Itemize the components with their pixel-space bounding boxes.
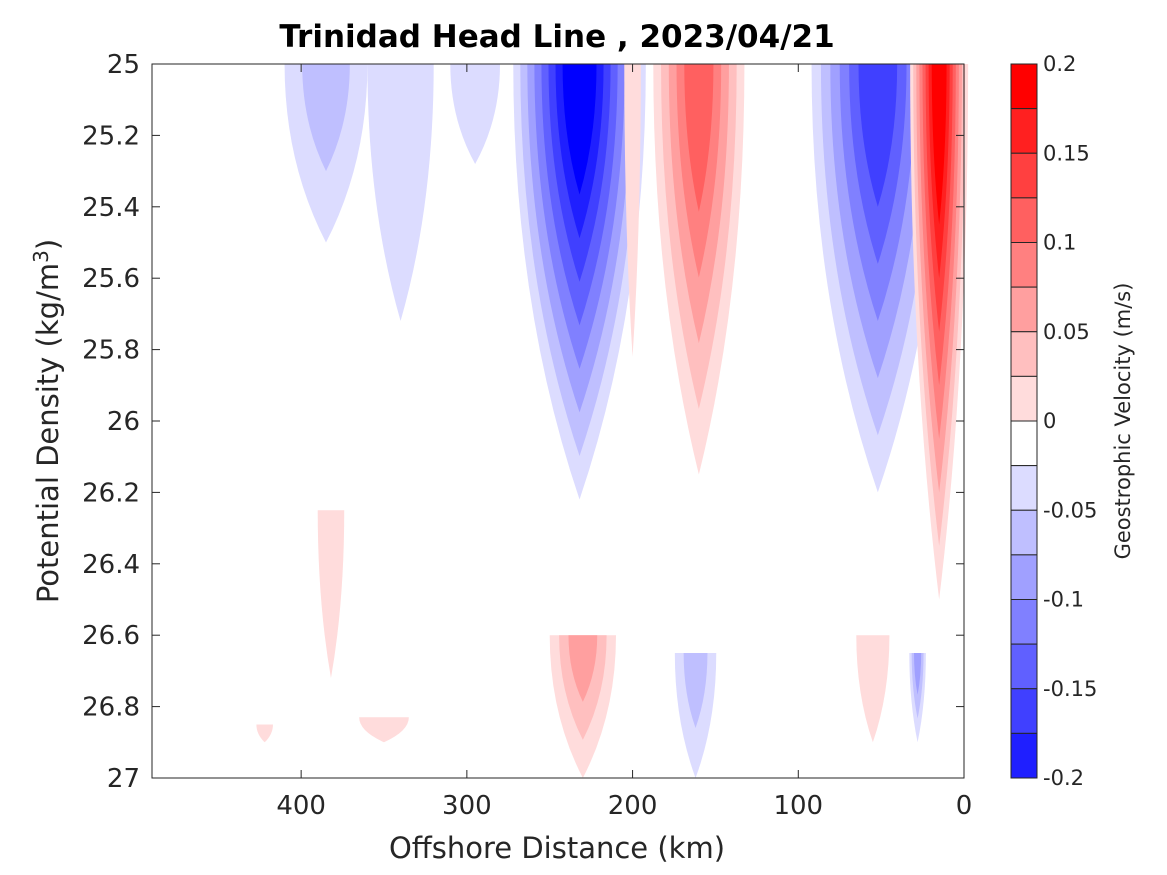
x-tick-label: 300 bbox=[442, 791, 492, 821]
colorbar-tick-label: 0.15 bbox=[1043, 141, 1090, 165]
contour-level-13-1 bbox=[359, 717, 409, 743]
colorbar-bin bbox=[1010, 420, 1038, 467]
y-tick-label: 27 bbox=[107, 764, 140, 794]
contour-level-10-2 bbox=[683, 653, 708, 729]
y-axis-label: Potential Density (kg/m3) bbox=[29, 239, 65, 603]
y-axis-label-superscript: 3 bbox=[29, 250, 53, 263]
colorbar-tick-label: 0.05 bbox=[1043, 320, 1090, 344]
contour-level-4-1 bbox=[624, 64, 641, 357]
y-tick-label: 26.4 bbox=[82, 550, 140, 580]
y-axis-label-main: Potential Density (kg/m bbox=[31, 263, 65, 603]
contour-level-9-3 bbox=[568, 635, 598, 702]
y-axis-ticks: 25 25.2 25.4 25.6 25.8 26 26.2 26.4 26.6 26.8 27 bbox=[82, 50, 964, 794]
colorbar-frame bbox=[1010, 63, 1038, 779]
x-tick-label: 400 bbox=[276, 791, 326, 821]
y-tick-label: 26 bbox=[107, 407, 140, 437]
y-tick-label: 26.8 bbox=[82, 693, 140, 723]
colorbar-tick-label: -0.1 bbox=[1043, 588, 1084, 612]
chart-title: Trinidad Head Line , 2023/04/21 bbox=[279, 19, 834, 55]
y-tick-label: 25.8 bbox=[82, 336, 140, 366]
x-tick-label: 0 bbox=[956, 791, 973, 821]
colorbar-tick-label: -0.05 bbox=[1043, 498, 1097, 522]
y-tick-label: 25.6 bbox=[82, 264, 140, 294]
colorbar-bin bbox=[1010, 63, 1038, 110]
colorbar-bin bbox=[1010, 732, 1038, 779]
x-tick-label: 200 bbox=[608, 791, 658, 821]
colorbar-bin bbox=[1010, 197, 1038, 243]
colorbar-bin bbox=[1010, 643, 1038, 690]
plot-area: 400 300 200 100 0 25 25.2 25.4 25.6 25.8 26 26.2 26… bbox=[82, 50, 972, 821]
colorbar: 0.2 0.15 0.1 0.05 0 -0.05 -0.1 -0.15 -0.2 bbox=[1010, 52, 1097, 790]
contour-fills bbox=[256, 64, 969, 778]
colorbar-tick-label: 0 bbox=[1043, 409, 1056, 433]
colorbar-label: Geostrophic Velocity (m/s) bbox=[1111, 283, 1135, 560]
y-tick-label: 26.2 bbox=[82, 478, 140, 508]
colorbar-bin bbox=[1010, 331, 1038, 377]
contour-level-0-2 bbox=[302, 64, 350, 172]
y-axis-label-close: ) bbox=[31, 239, 65, 250]
colorbar-bin bbox=[1010, 375, 1038, 422]
contour-level-7-8 bbox=[931, 64, 947, 225]
colorbar-tick-label: -0.2 bbox=[1043, 766, 1084, 790]
x-tick-label: 100 bbox=[773, 791, 823, 821]
contour-level-11-1 bbox=[856, 635, 890, 743]
colorbar-bin bbox=[1010, 108, 1038, 154]
y-tick-label: 25 bbox=[107, 50, 140, 80]
contour-level-12-3 bbox=[914, 653, 922, 695]
contour-level-5-5 bbox=[684, 64, 714, 212]
x-axis-label: Offshore Distance (km) bbox=[389, 831, 725, 865]
colorbar-tick-label: 0.2 bbox=[1043, 52, 1076, 76]
colorbar-bin bbox=[1010, 509, 1038, 556]
y-tick-label: 25.4 bbox=[82, 193, 140, 223]
colorbar-bin bbox=[1010, 286, 1038, 333]
contour-level-6-6 bbox=[858, 64, 898, 207]
colorbar-bin bbox=[1010, 688, 1038, 734]
contour-level-1-1 bbox=[367, 64, 434, 322]
colorbar-bin bbox=[1010, 242, 1038, 288]
x-axis-ticks: 400 300 200 100 0 bbox=[276, 64, 972, 821]
colorbar-tick-label: 0.1 bbox=[1043, 231, 1076, 255]
colorbar-bin bbox=[1010, 465, 1038, 511]
y-tick-label: 25.2 bbox=[82, 121, 140, 151]
colorbar-bin bbox=[1010, 554, 1038, 600]
contour-level-8-1 bbox=[317, 510, 345, 679]
contour-level-2-1 bbox=[450, 64, 500, 164]
contour-level-3-8 bbox=[562, 64, 597, 195]
colorbar-bin bbox=[1010, 599, 1038, 645]
colorbar-tick-label: -0.15 bbox=[1043, 677, 1097, 701]
colorbar-bin bbox=[1010, 152, 1038, 199]
contour-level-14-1 bbox=[256, 724, 273, 743]
y-tick-label: 26.6 bbox=[82, 621, 140, 651]
